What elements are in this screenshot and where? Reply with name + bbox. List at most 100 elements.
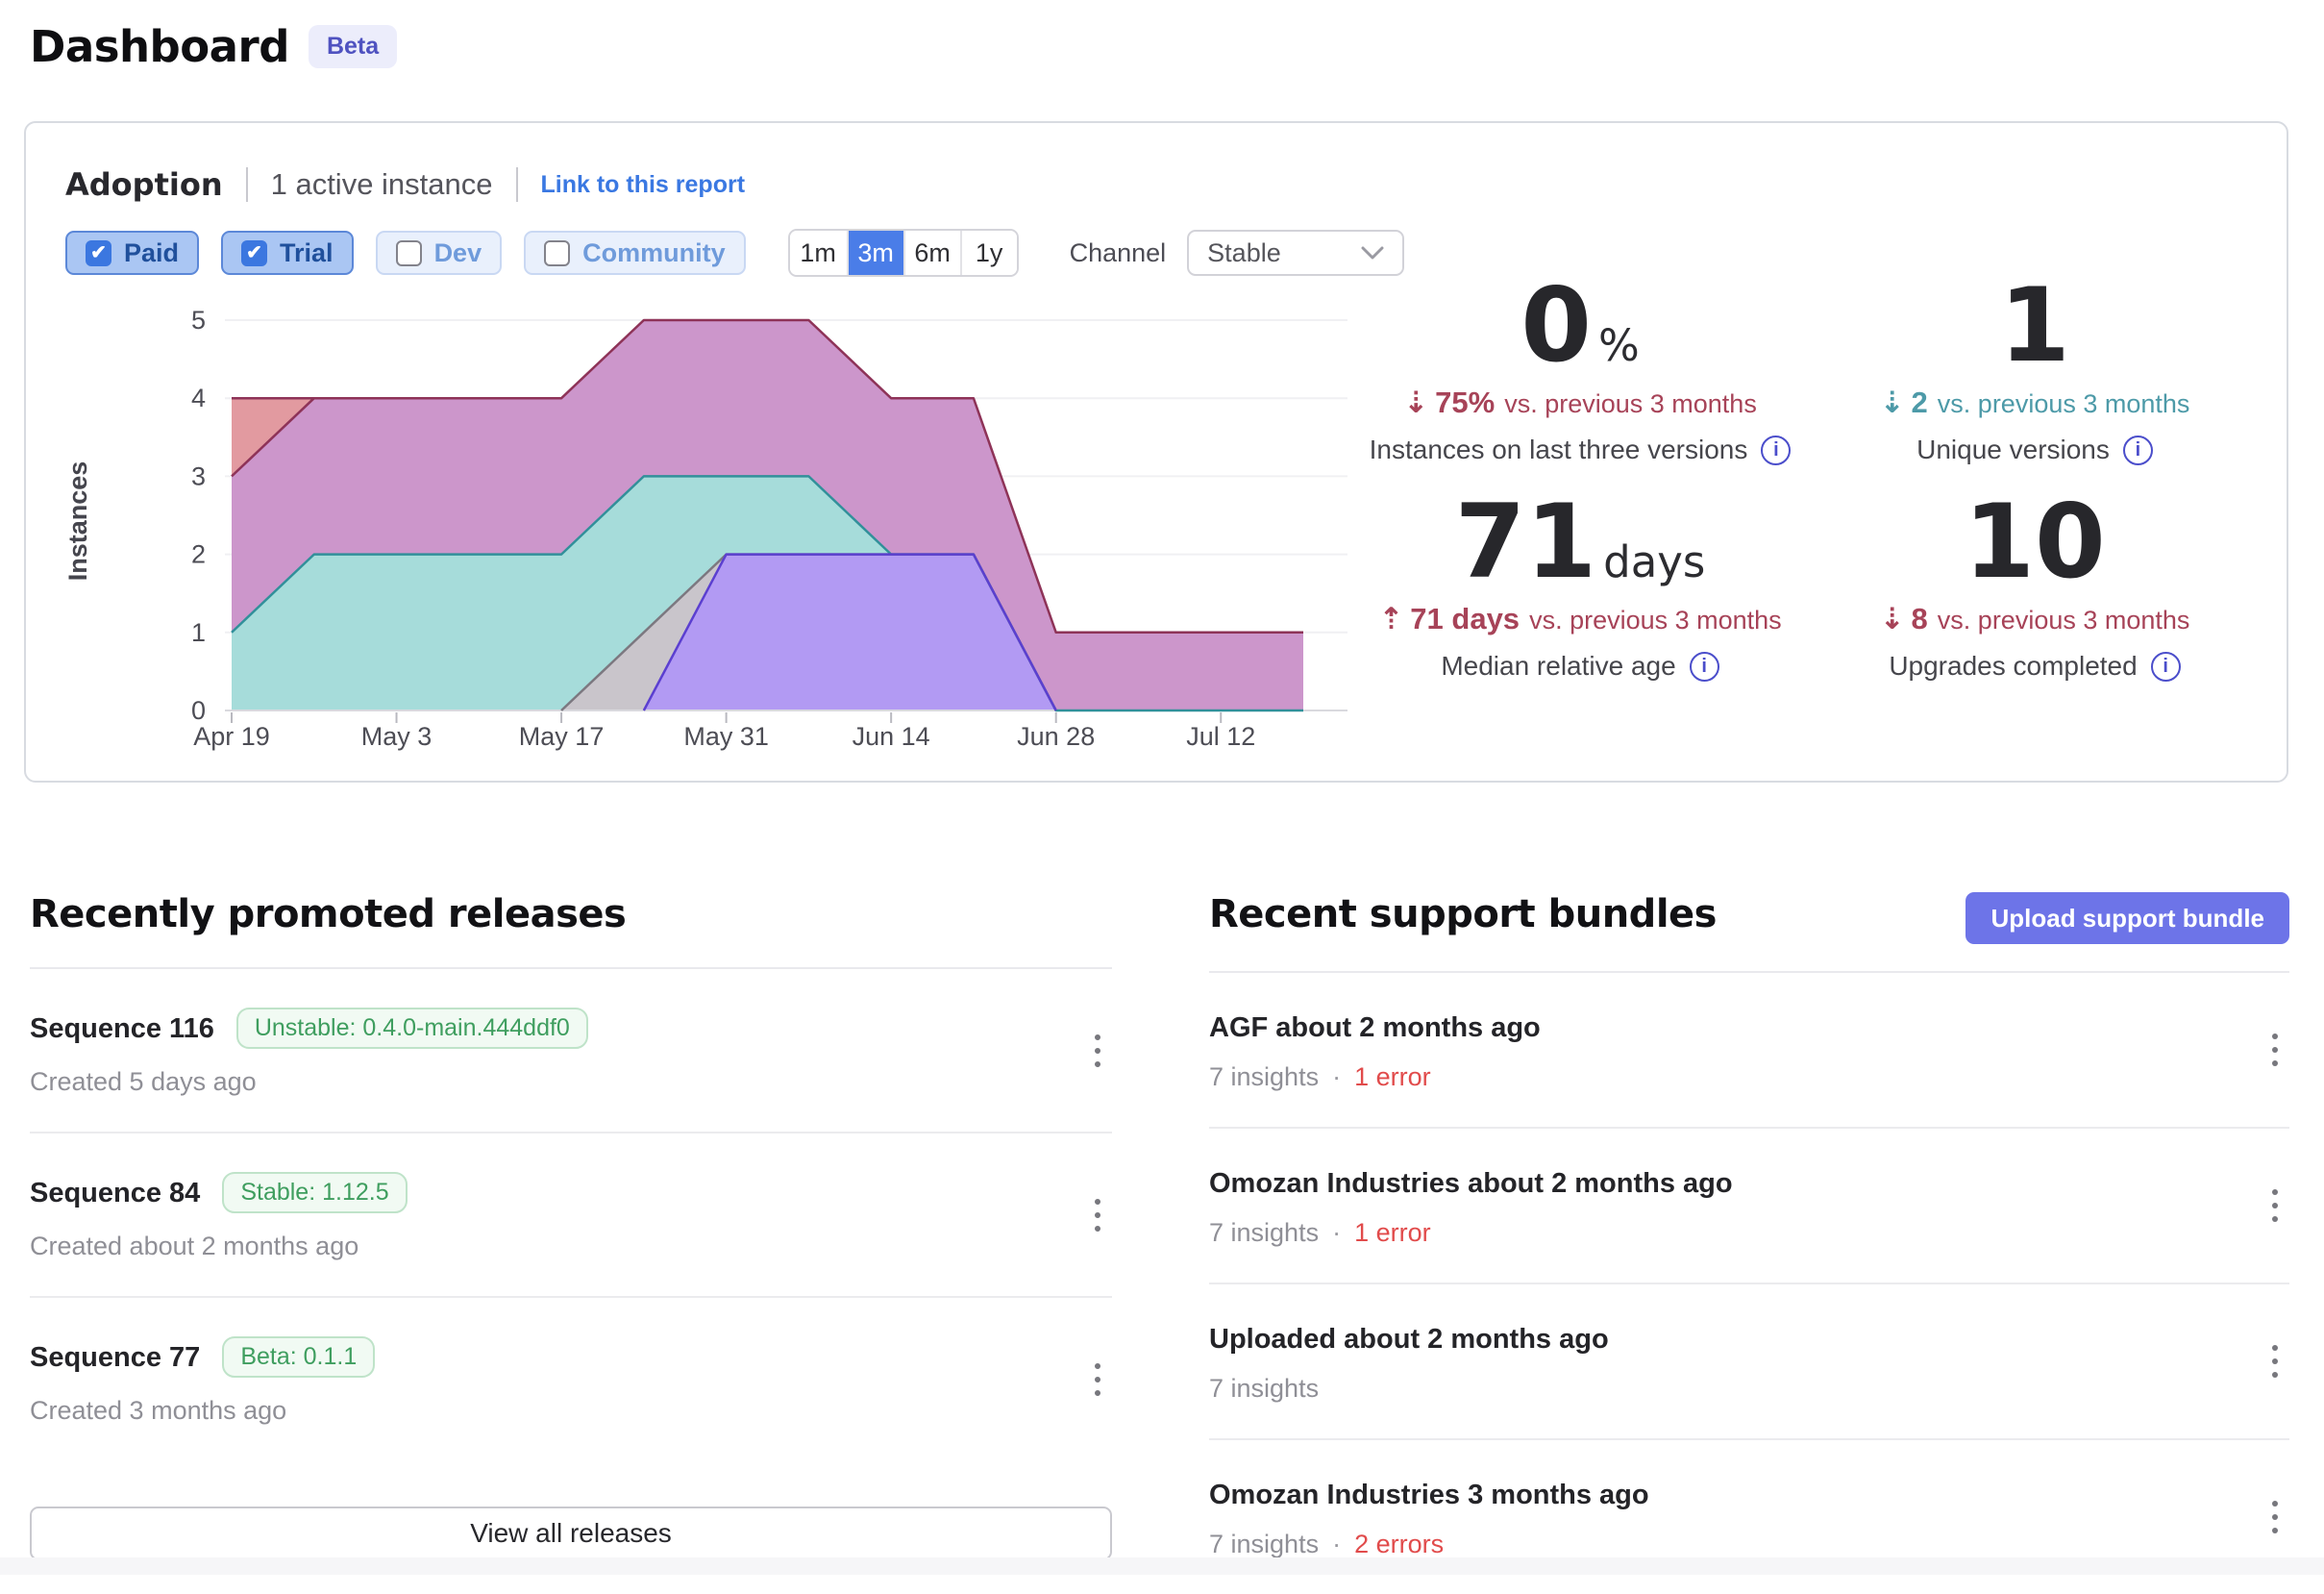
error-count: 1 error <box>1354 1218 1431 1247</box>
x-tick-label: Apr 19 <box>193 722 270 751</box>
release-title-line: Sequence 77 Beta: 0.1.1 <box>30 1336 1112 1378</box>
support-bundle-title: Uploaded about 2 months ago <box>1209 1324 1609 1355</box>
stat-delta-caption: vs. previous 3 months <box>1937 389 2190 418</box>
time-range-1y[interactable]: 1y <box>959 231 1017 275</box>
x-tick-label: Jun 28 <box>1017 722 1095 751</box>
adoption-filter-row: ✔ Paid ✔ Trial Dev Community 1m 3m 6m 1y Channel… <box>65 229 1405 277</box>
info-icon[interactable]: i <box>2122 435 2153 465</box>
kebab-menu-icon[interactable] <box>2266 1339 2284 1383</box>
page-header: Dashboard Beta <box>30 21 398 72</box>
checkbox-checked-icon[interactable]: ✔ <box>241 239 268 266</box>
stat-delta-value: 71 days <box>1410 602 1520 635</box>
support-bundle-meta: 7 insights <box>1209 1373 2289 1404</box>
y-axis-title: Instances <box>63 461 92 582</box>
kebab-menu-icon[interactable] <box>2266 1495 2284 1539</box>
y-tick-label: 3 <box>191 461 206 490</box>
stat-unit: days <box>1603 536 1706 587</box>
link-to-report[interactable]: Link to this report <box>540 170 746 198</box>
info-icon[interactable]: i <box>1689 651 1719 682</box>
support-bundle-meta: 7 insights · 1 error <box>1209 1061 2289 1092</box>
checkbox-unchecked-icon[interactable] <box>395 239 422 266</box>
release-version-badge: Stable: 1.12.5 <box>222 1172 408 1213</box>
stat-delta: ⇣ 8 vs. previous 3 months <box>1785 602 2285 637</box>
stat-label: Instances on last three versions <box>1369 435 1748 464</box>
stat-median-relative-age: 71 days ⇡ 71 days vs. previous 3 months Media… <box>1330 491 1830 683</box>
adoption-card-header: Adoption 1 active instance Link to this … <box>65 163 745 206</box>
stat-unit: % <box>1598 320 1640 371</box>
divider <box>245 167 248 202</box>
x-tick-label: Jul 12 <box>1186 722 1255 751</box>
support-bundle-title: Omozan Industries 3 months ago <box>1209 1480 1649 1510</box>
upload-support-bundle-button[interactable]: Upload support bundle <box>1966 892 2289 944</box>
support-bundle-row[interactable]: Omozan Industries about 2 months ago 7 in… <box>1209 1129 2289 1284</box>
stat-unique-versions: 1 ⇣ 2 vs. previous 3 months Unique versions i <box>1785 275 2285 466</box>
insights-count: 7 insights <box>1209 1218 1320 1247</box>
support-bundle-meta: 7 insights · 2 errors <box>1209 1529 2289 1559</box>
arrow-down-dashed-icon: ⇣ <box>1879 602 1905 636</box>
time-range-1m[interactable]: 1m <box>789 231 847 275</box>
y-tick-label: 2 <box>191 540 206 569</box>
checkbox-unchecked-icon[interactable] <box>544 239 571 266</box>
release-title: Sequence 77 <box>30 1341 201 1373</box>
kebab-menu-icon[interactable] <box>1089 1357 1106 1402</box>
kebab-menu-icon[interactable] <box>1089 1193 1106 1237</box>
info-icon[interactable]: i <box>2150 651 2181 682</box>
release-created: Created 5 days ago <box>30 1067 257 1096</box>
support-bundle-meta: 7 insights · 1 error <box>1209 1217 2289 1248</box>
x-tick-label: May 3 <box>361 722 433 751</box>
channel-label: Channel <box>1069 237 1167 267</box>
stat-delta-caption: vs. previous 3 months <box>1504 389 1757 418</box>
y-tick-label: 1 <box>191 618 206 647</box>
checkbox-checked-icon[interactable]: ✔ <box>86 239 111 266</box>
info-icon[interactable]: i <box>1761 435 1792 465</box>
time-range-6m[interactable]: 6m <box>902 231 960 275</box>
license-filter-paid[interactable]: ✔ Paid <box>65 231 200 275</box>
stat-delta-value: 2 <box>1911 386 1928 419</box>
stat-label: Median relative age <box>1441 651 1676 681</box>
support-bundle-row[interactable]: Omozan Industries 3 months ago 7 insights… <box>1209 1440 2289 1594</box>
release-created: Created 3 months ago <box>30 1396 287 1425</box>
x-tick-label: May 17 <box>519 722 605 751</box>
next-section-edge <box>0 1557 2324 1575</box>
license-filter-community[interactable]: Community <box>524 231 746 275</box>
support-bundle-row[interactable]: AGF about 2 months ago 7 insights · 1 error <box>1209 973 2289 1129</box>
kebab-menu-icon[interactable] <box>2266 1028 2284 1072</box>
channel-select-value: Stable <box>1207 237 1281 267</box>
y-tick-label: 4 <box>191 384 206 412</box>
channel-select[interactable]: Stable <box>1187 230 1405 276</box>
support-title-line: AGF about 2 months ago <box>1209 1011 2289 1044</box>
license-filter-trial[interactable]: ✔ Trial <box>221 231 354 275</box>
y-tick-label: 0 <box>191 696 206 725</box>
view-all-releases-button[interactable]: View all releases <box>30 1507 1112 1560</box>
release-row[interactable]: Sequence 77 Beta: 0.1.1 Created 3 months a… <box>30 1298 1112 1460</box>
license-filter-label: Dev <box>433 237 482 267</box>
stat-delta-caption: vs. previous 3 months <box>1529 606 1782 635</box>
stat-upgrades-completed: 10 ⇣ 8 vs. previous 3 months Upgrades comple… <box>1785 491 2285 683</box>
support-bundle-row[interactable]: Uploaded about 2 months ago 7 insights <box>1209 1284 2289 1440</box>
release-title: Sequence 84 <box>30 1177 201 1208</box>
support-title-line: Omozan Industries 3 months ago <box>1209 1479 2289 1511</box>
x-tick-label: May 31 <box>683 722 769 751</box>
adoption-title: Adoption <box>65 166 223 203</box>
beta-badge: Beta <box>308 25 398 68</box>
release-row[interactable]: Sequence 116 Unstable: 0.4.0-main.444ddf0… <box>30 969 1112 1133</box>
area-version-purple <box>643 554 1056 710</box>
line-version-teal <box>231 475 1303 712</box>
channel-wrap: Channel Stable <box>1070 230 1405 276</box>
kebab-menu-icon[interactable] <box>2266 1183 2284 1228</box>
time-range-3m[interactable]: 3m <box>846 231 903 275</box>
release-row[interactable]: Sequence 84 Stable: 1.12.5 Created about 2… <box>30 1133 1112 1298</box>
support-bundles-section: Recent support bundles Upload support bu… <box>1209 892 2289 1594</box>
support-bundle-title: AGF about 2 months ago <box>1209 1012 1541 1043</box>
release-version-badge: Unstable: 0.4.0-main.444ddf0 <box>235 1008 588 1049</box>
insights-count: 7 insights <box>1209 1374 1320 1403</box>
arrow-up-dashed-icon: ⇡ <box>1378 602 1404 636</box>
license-filter-label: Community <box>582 237 726 267</box>
error-count: 1 error <box>1354 1062 1431 1091</box>
stat-value: 10 <box>1964 483 2106 601</box>
kebab-menu-icon[interactable] <box>1089 1029 1106 1073</box>
license-filter-dev[interactable]: Dev <box>375 231 503 275</box>
license-filter-label: Trial <box>280 237 334 267</box>
chevron-down-icon <box>1361 246 1384 259</box>
error-count: 2 errors <box>1354 1530 1445 1558</box>
